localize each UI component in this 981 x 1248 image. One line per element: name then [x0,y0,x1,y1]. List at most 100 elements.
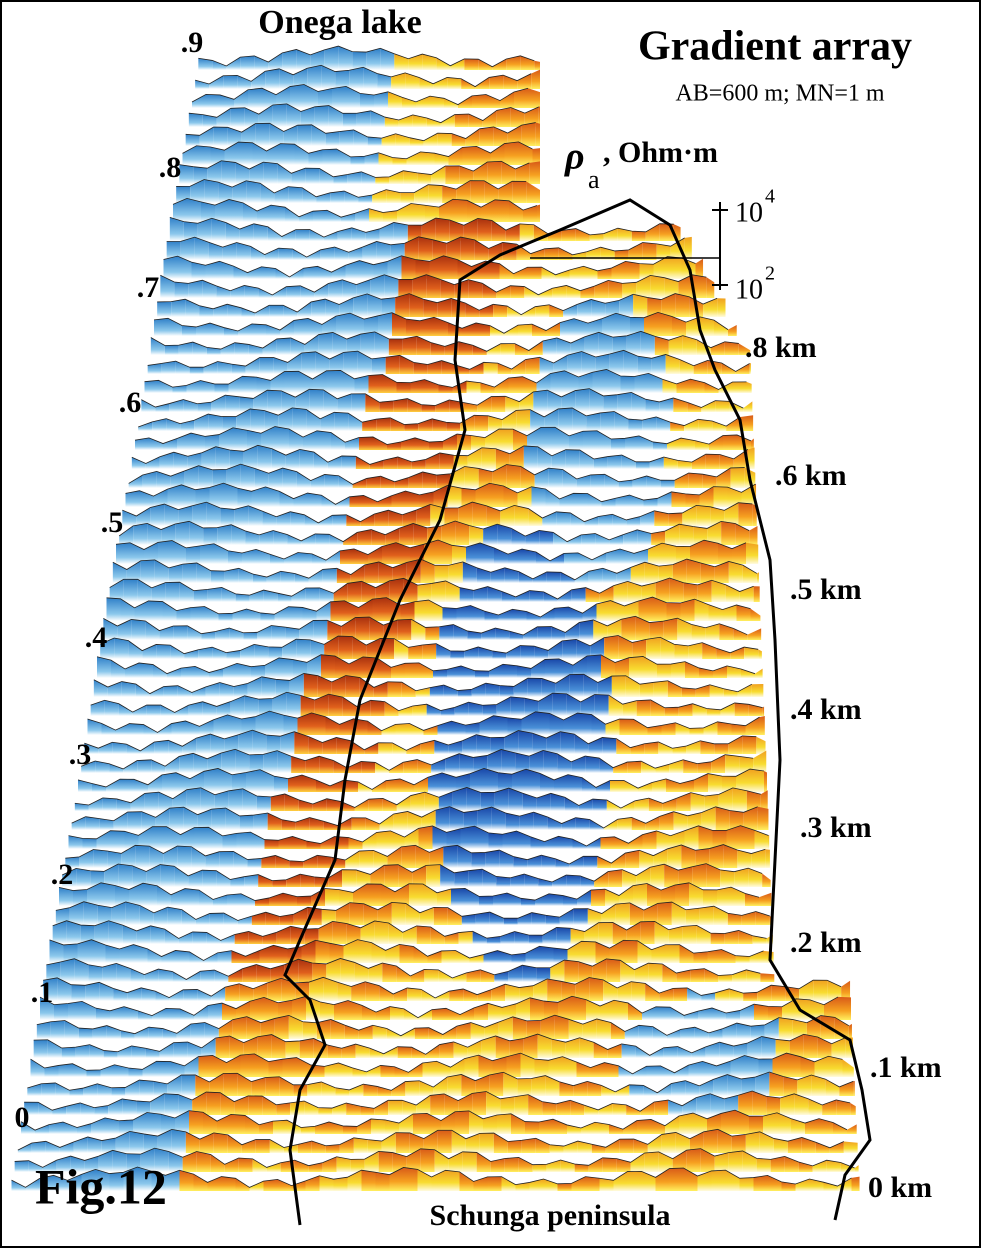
profile-segment [724,341,739,355]
profile-segment [607,455,622,469]
profile-segment [332,332,347,355]
profile-segment [269,1139,284,1153]
profile-segment [388,922,403,944]
profile-segment [684,825,699,849]
profile-segment [307,493,322,507]
profile-segment [62,868,77,887]
profile-segment [755,668,763,678]
profile-segment [497,1113,511,1134]
profile-segment [254,1053,269,1077]
profile-segment [156,644,171,659]
profile-segment [662,543,676,564]
profile-segment [123,579,138,602]
profile-segment [136,507,151,526]
profile-segment [276,337,291,355]
profile-segment [258,104,273,127]
profile-segment [613,762,628,773]
profile-segment [700,740,715,754]
profile-segment [411,1047,426,1058]
profile-segment [166,826,181,849]
profile-segment [274,606,289,621]
profile-segment [128,640,143,659]
profile-segment [451,133,466,146]
profile-segment [564,960,579,982]
profile-segment [670,1007,684,1020]
profile-segment [598,922,613,944]
profile-segment [286,692,301,716]
profile-segment [410,969,425,982]
profile-segment [233,851,248,868]
profile-segment [460,1007,474,1020]
profile-segment [575,388,590,412]
profile-segment [611,853,626,868]
profile-segment [558,407,573,431]
profile-segment [101,723,116,735]
profile-segment [494,547,508,564]
profile-segment [670,237,685,260]
profile-segment [391,72,406,89]
profile-segment [525,357,540,374]
profile-segment [207,753,222,773]
profile-segment [314,283,329,298]
profile-segment [371,1118,385,1134]
profile-segment [155,991,170,1001]
profile-segment [421,989,436,1001]
profile-segment [718,381,733,393]
profile-segment [658,1151,673,1172]
profile-segment [661,1132,676,1153]
profile-segment [78,1028,93,1039]
profile-segment [323,389,338,412]
profile-segment [591,889,605,906]
profile-segment [161,1114,175,1134]
profile-segment [668,926,683,944]
profile-segment [719,623,734,640]
profile-segment [541,678,556,697]
profile-segment [476,1152,491,1172]
profile-segment [303,855,318,868]
profile-segment [151,759,166,773]
profile-segment [220,1092,235,1115]
profile-segment [533,812,548,830]
profile-segment [687,987,702,1001]
profile-segment [541,855,556,868]
profile-segment [555,674,570,697]
profile-segment [260,183,275,203]
profile-segment [338,1062,353,1077]
profile-segment [338,475,353,488]
profile-segment [461,78,476,89]
profile-segment [170,1061,185,1077]
profile-segment [164,1093,179,1115]
profile-segment [431,580,446,602]
profile-segment [751,438,754,450]
profile-segment [727,665,741,678]
profile-segment [355,456,370,469]
profile-segment [516,997,530,1020]
profile-segment [688,472,703,488]
profile-segment [742,1150,757,1172]
profile-segment [47,1039,62,1058]
profile-segment [512,181,527,203]
profile-segment [556,1100,571,1115]
profile-segment [737,850,752,868]
profile-segment [59,1141,74,1153]
profile-segment [24,1102,39,1115]
profile-segment [186,787,201,811]
profile-segment [681,844,696,868]
profile-segment [253,390,268,412]
profile-segment [651,531,666,545]
profile-segment [223,663,237,678]
profile-segment [518,571,533,583]
profile-segment [725,584,740,602]
profile-segment [108,1098,123,1115]
profile-segment [429,255,444,279]
profile-segment [764,1017,779,1039]
profile-segment [236,408,251,431]
profile-segment [119,944,134,963]
profile-segment [390,417,405,431]
profile-segment [438,540,452,564]
profile-segment [692,703,707,716]
profile-segment [521,122,536,146]
profile-segment [685,493,700,507]
profile-segment [344,780,358,792]
profile-segment [642,830,657,849]
